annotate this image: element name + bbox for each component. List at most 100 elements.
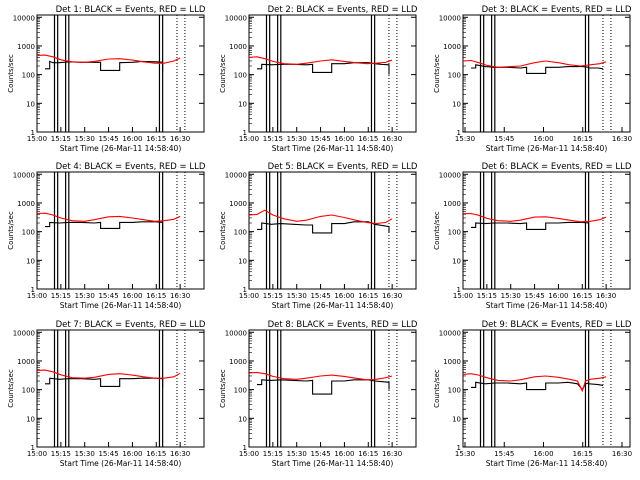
x-tick-label: 15:15	[263, 135, 283, 143]
panel-title: Det 2: BLACK = Events, RED = LLD	[268, 5, 418, 15]
x-tick-label: 16:00	[122, 450, 142, 458]
x-tick-label: 16:30	[382, 450, 402, 458]
x-axis-label: Start Time (26-Mar-11 14:58:40)	[272, 301, 394, 310]
panel-det-3: Det 3: BLACK = Events, RED = LLD 1 10 100 10…	[433, 5, 632, 153]
x-tick-label: 16:15	[573, 135, 593, 143]
y-tick-label: 100	[448, 72, 461, 80]
y-tick-label: 10000	[439, 171, 461, 179]
x-tick-label: 16:30	[170, 292, 190, 300]
x-tick-label: 15:15	[477, 292, 497, 300]
plot-frame	[462, 329, 631, 448]
x-tick-label: 15:30	[455, 450, 475, 458]
x-tick-label: 16:00	[548, 292, 568, 300]
x-tick-label: 16:15	[146, 135, 166, 143]
panel-title: Det 4: BLACK = Events, RED = LLD	[56, 162, 206, 172]
x-tick-label: 15:45	[310, 450, 330, 458]
lld-series-line	[248, 209, 393, 225]
x-tick-label: 15:00	[27, 135, 47, 143]
y-tick-label: 100	[448, 387, 461, 395]
x-tick-label: 15:00	[239, 135, 259, 143]
y-tick-label: 100	[234, 229, 247, 237]
x-tick-label: 16:15	[358, 450, 378, 458]
y-tick-label: 10	[238, 100, 247, 108]
lld-series-line	[36, 369, 181, 379]
y-tick-label: 100	[22, 387, 35, 395]
panel-det-1: Det 1: BLACK = Events, RED = LLD 1 10 100 10…	[7, 5, 206, 153]
events-series-line	[471, 221, 590, 231]
y-tick-label: 1000	[229, 43, 247, 51]
panel-det-5: Det 5: BLACK = Events, RED = LLD 1 10 100 10…	[219, 162, 418, 310]
y-tick-label: 100	[448, 229, 461, 237]
y-tick-label: 10	[26, 257, 35, 265]
x-tick-label: 16:15	[572, 292, 592, 300]
x-axis-label: Start Time (26-Mar-11 14:58:40)	[486, 301, 608, 310]
y-axis-label: Counts/sec	[219, 369, 227, 408]
y-tick-label: 10	[452, 415, 461, 423]
y-tick-label: 10	[238, 257, 247, 265]
x-tick-label: 15:15	[263, 292, 283, 300]
panel-det-2: Det 2: BLACK = Events, RED = LLD 1 10 100 10…	[219, 5, 418, 153]
y-tick-label: 10	[26, 415, 35, 423]
x-axis-label: Start Time (26-Mar-11 14:58:40)	[60, 301, 182, 310]
x-tick-label: 15:45	[524, 292, 544, 300]
x-tick-label: 15:30	[455, 135, 475, 143]
x-tick-label: 15:30	[75, 292, 95, 300]
y-axis-label: Counts/sec	[219, 211, 227, 250]
x-axis-label: Start Time (26-Mar-11 14:58:40)	[486, 144, 608, 153]
plot-frame	[248, 329, 417, 448]
x-tick-label: 16:30	[382, 135, 402, 143]
y-tick-label: 100	[234, 72, 247, 80]
x-tick-label: 15:15	[51, 292, 71, 300]
y-axis-label: Counts/sec	[433, 211, 441, 250]
plot-frame	[36, 14, 205, 133]
y-axis-label: Counts/sec	[7, 369, 15, 408]
panel-title: Det 5: BLACK = Events, RED = LLD	[268, 162, 418, 172]
y-axis-label: Counts/sec	[7, 54, 15, 93]
x-tick-label: 15:30	[75, 450, 95, 458]
x-tick-label: 15:45	[98, 292, 118, 300]
events-series-line	[257, 379, 390, 395]
panel-det-6: Det 6: BLACK = Events, RED = LLD 1 10 100 10…	[433, 162, 632, 310]
y-tick-label: 1000	[17, 200, 35, 208]
panel-det-9: Det 9: BLACK = Events, RED = LLD 1 10 100 10…	[433, 320, 632, 468]
y-tick-label: 1	[457, 286, 461, 294]
x-tick-label: 15:30	[287, 292, 307, 300]
x-tick-label: 16:30	[596, 292, 616, 300]
x-tick-label: 16:15	[573, 450, 593, 458]
y-tick-label: 10000	[13, 14, 35, 22]
lld-series-line	[36, 212, 181, 222]
events-series-line	[257, 221, 390, 234]
y-axis-label: Counts/sec	[433, 54, 441, 93]
y-tick-label: 1000	[17, 358, 35, 366]
y-tick-label: 1	[31, 444, 35, 452]
y-tick-label: 10000	[13, 329, 35, 337]
y-tick-label: 1000	[229, 358, 247, 366]
panel-title: Det 3: BLACK = Events, RED = LLD	[482, 5, 632, 15]
x-axis-label: Start Time (26-Mar-11 14:58:40)	[486, 459, 608, 468]
lld-series-line	[36, 54, 181, 64]
x-tick-label: 15:00	[239, 292, 259, 300]
x-axis-label: Start Time (26-Mar-11 14:58:40)	[60, 144, 182, 153]
x-tick-label: 15:00	[27, 450, 47, 458]
y-tick-label: 1	[243, 286, 247, 294]
x-tick-label: 15:15	[51, 450, 71, 458]
x-tick-label: 15:45	[98, 450, 118, 458]
plot-frame	[36, 171, 205, 290]
panel-title: Det 6: BLACK = Events, RED = LLD	[482, 162, 632, 172]
panel-title: Det 8: BLACK = Events, RED = LLD	[268, 320, 418, 330]
y-tick-label: 10000	[439, 14, 461, 22]
y-tick-label: 1	[31, 129, 35, 137]
y-tick-label: 10000	[13, 171, 35, 179]
x-axis-label: Start Time (26-Mar-11 14:58:40)	[272, 144, 394, 153]
x-tick-label: 15:30	[287, 450, 307, 458]
x-tick-label: 16:15	[146, 292, 166, 300]
x-tick-label: 16:00	[122, 135, 142, 143]
x-tick-label: 16:00	[533, 450, 553, 458]
y-tick-label: 10000	[225, 329, 247, 337]
lld-series-line	[248, 56, 393, 65]
plot-frame	[248, 14, 417, 133]
y-tick-label: 1	[457, 444, 461, 452]
x-tick-label: 16:30	[612, 450, 632, 458]
y-tick-label: 1	[243, 444, 247, 452]
plot-frame	[248, 171, 417, 290]
